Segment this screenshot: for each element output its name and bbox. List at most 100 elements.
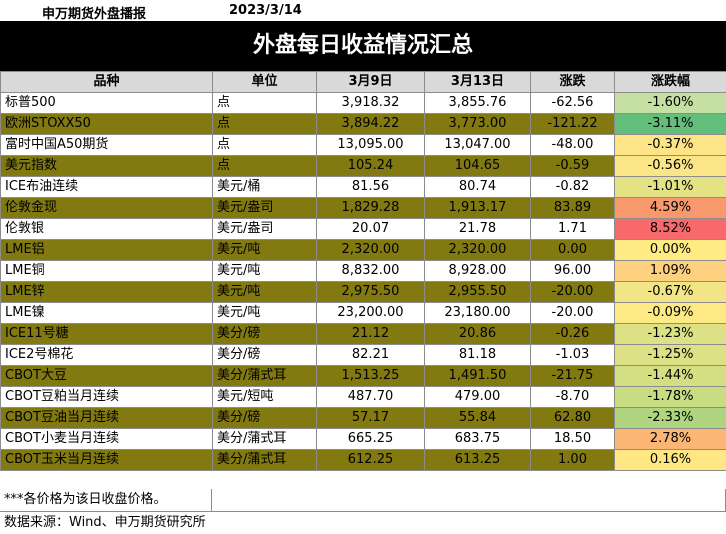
row-change: 83.89 xyxy=(531,198,615,219)
row-value-date2: 683.75 xyxy=(425,429,531,450)
row-change-pct: -0.09% xyxy=(615,303,726,324)
row-change-pct: -1.60% xyxy=(615,93,726,114)
report-date: 2023/3/14 xyxy=(229,3,302,18)
row-change: -8.70 xyxy=(531,387,615,408)
row-change-pct: -1.25% xyxy=(615,345,726,366)
row-unit: 点 xyxy=(213,114,317,135)
row-value-date1: 57.17 xyxy=(317,408,425,429)
data-source: 数据来源：Wind、申万期货研究所 xyxy=(0,511,726,533)
row-change-pct: -0.37% xyxy=(615,135,726,156)
row-name: 标普500 xyxy=(1,93,213,114)
row-name: CBOT大豆 xyxy=(1,366,213,387)
row-change-pct: 2.78% xyxy=(615,429,726,450)
row-name: 伦敦金现 xyxy=(1,198,213,219)
footnote: ***各价格为该日收盘价格。 xyxy=(0,489,212,511)
col-header-date2: 3月13日 xyxy=(425,72,531,93)
row-change-pct: -1.44% xyxy=(615,366,726,387)
row-value-date1: 1,513.25 xyxy=(317,366,425,387)
row-value-date2: 2,320.00 xyxy=(425,240,531,261)
row-name: LME镍 xyxy=(1,303,213,324)
row-unit: 美分/磅 xyxy=(213,408,317,429)
row-change: 0.00 xyxy=(531,240,615,261)
row-value-date1: 21.12 xyxy=(317,324,425,345)
row-value-date2: 21.78 xyxy=(425,219,531,240)
row-value-date2: 3,855.76 xyxy=(425,93,531,114)
row-change: -48.00 xyxy=(531,135,615,156)
row-value-date1: 3,894.22 xyxy=(317,114,425,135)
row-value-date2: 1,491.50 xyxy=(425,366,531,387)
row-change-pct: 1.09% xyxy=(615,261,726,282)
row-unit: 美分/蒲式耳 xyxy=(213,450,317,471)
row-value-date2: 20.86 xyxy=(425,324,531,345)
row-value-date2: 104.65 xyxy=(425,156,531,177)
row-change-pct: -1.78% xyxy=(615,387,726,408)
row-change: -62.56 xyxy=(531,93,615,114)
row-change-pct: -1.01% xyxy=(615,177,726,198)
row-value-date1: 82.21 xyxy=(317,345,425,366)
org-name: 申万期货外盘播报 xyxy=(42,3,146,22)
footnote-blank-cell xyxy=(212,489,726,511)
row-name: 美元指数 xyxy=(1,156,213,177)
row-change-pct: 0.00% xyxy=(615,240,726,261)
row-value-date1: 2,975.50 xyxy=(317,282,425,303)
row-name: LME铝 xyxy=(1,240,213,261)
row-name: LME铜 xyxy=(1,261,213,282)
row-name: 伦敦银 xyxy=(1,219,213,240)
row-change-pct: -3.11% xyxy=(615,114,726,135)
row-value-date1: 23,200.00 xyxy=(317,303,425,324)
row-value-date1: 105.24 xyxy=(317,156,425,177)
row-unit: 美元/吨 xyxy=(213,261,317,282)
row-change: -20.00 xyxy=(531,282,615,303)
row-value-date2: 23,180.00 xyxy=(425,303,531,324)
row-name: ICE2号棉花 xyxy=(1,345,213,366)
row-value-date2: 13,047.00 xyxy=(425,135,531,156)
row-unit: 美元/吨 xyxy=(213,282,317,303)
row-name: 欧洲STOXX50 xyxy=(1,114,213,135)
row-value-date2: 3,773.00 xyxy=(425,114,531,135)
row-value-date2: 8,928.00 xyxy=(425,261,531,282)
row-change: -0.59 xyxy=(531,156,615,177)
row-change: 62.80 xyxy=(531,408,615,429)
row-unit: 点 xyxy=(213,156,317,177)
row-name: CBOT豆油当月连续 xyxy=(1,408,213,429)
row-change-pct: 0.16% xyxy=(615,450,726,471)
row-change: -121.22 xyxy=(531,114,615,135)
row-change-pct: -1.23% xyxy=(615,324,726,345)
row-value-date1: 487.70 xyxy=(317,387,425,408)
row-unit: 美分/磅 xyxy=(213,324,317,345)
row-value-date2: 2,955.50 xyxy=(425,282,531,303)
row-change: 18.50 xyxy=(531,429,615,450)
row-name: LME锌 xyxy=(1,282,213,303)
row-value-date2: 479.00 xyxy=(425,387,531,408)
row-value-date1: 81.56 xyxy=(317,177,425,198)
row-change: -0.82 xyxy=(531,177,615,198)
row-value-date1: 665.25 xyxy=(317,429,425,450)
row-value-date1: 20.07 xyxy=(317,219,425,240)
row-change-pct: -2.33% xyxy=(615,408,726,429)
row-unit: 美分/磅 xyxy=(213,345,317,366)
row-unit: 美分/蒲式耳 xyxy=(213,429,317,450)
row-value-date1: 13,095.00 xyxy=(317,135,425,156)
row-change: -1.03 xyxy=(531,345,615,366)
row-name: 富时中国A50期货 xyxy=(1,135,213,156)
row-name: CBOT玉米当月连续 xyxy=(1,450,213,471)
row-change: 96.00 xyxy=(531,261,615,282)
row-unit: 美元/盎司 xyxy=(213,198,317,219)
row-change: -21.75 xyxy=(531,366,615,387)
row-unit: 美元/吨 xyxy=(213,240,317,261)
col-header-change: 涨跌 xyxy=(531,72,615,93)
row-change-pct: -0.56% xyxy=(615,156,726,177)
table-header-row: 品种 单位 3月9日 3月13日 涨跌 涨跌幅 xyxy=(1,72,726,93)
